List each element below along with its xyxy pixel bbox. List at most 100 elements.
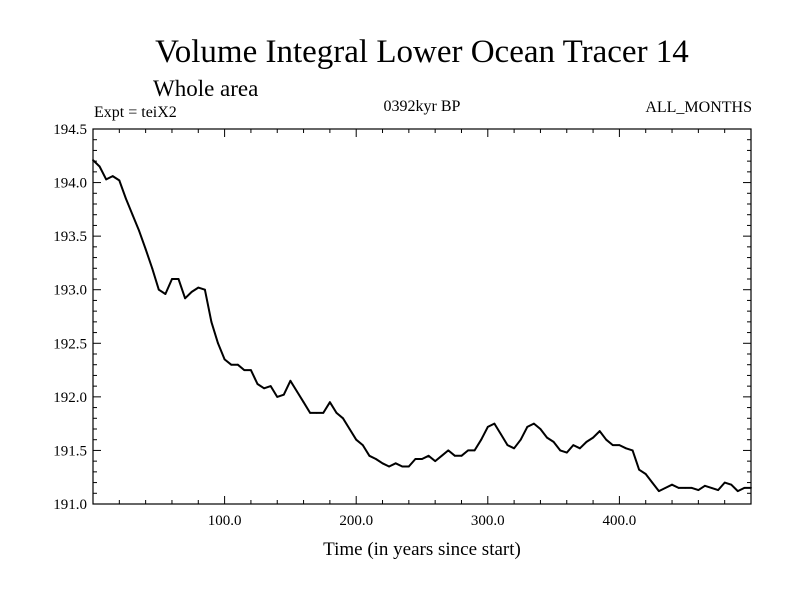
period-label: 0392kyr BP [384,98,461,115]
data-point [401,465,404,468]
data-point [723,481,726,484]
x-tick-label: 300.0 [471,513,505,529]
data-point [579,447,581,450]
data-point [611,444,614,446]
data-point [539,428,542,430]
data-point [322,412,325,414]
data-point [157,288,160,291]
data-point [717,489,719,491]
y-tick-label: 191.0 [53,497,87,513]
data-point [217,342,219,345]
data-point [210,321,213,323]
chart-title: Volume Integral Lower Ocean Tracer 14 [155,34,689,70]
data-point [388,465,390,468]
data-point [302,401,305,404]
data-point [361,444,364,446]
data-point [664,487,667,489]
x-axis-ticks: 100.0 200.0 300.0 400.0 [118,129,726,529]
data-point [315,412,318,414]
data-point [296,390,298,393]
data-point [243,369,246,371]
data-point [473,449,476,452]
data-point [480,438,483,441]
data-point [144,248,147,250]
data-point [230,363,233,366]
x-axis-label: Time (in years since start) [323,539,521,560]
data-point [592,436,594,439]
chart-subtitle: Whole area [153,76,258,101]
data-point [513,447,515,450]
data-point [710,487,713,489]
data-point [526,426,529,428]
data-point [736,490,739,492]
data-point [375,458,377,460]
data-point [743,487,746,489]
data-point [177,278,180,280]
x-tick-label: 400.0 [603,513,637,529]
data-point [414,458,417,460]
data-point [151,267,154,270]
y-tick-label: 194.5 [53,122,87,138]
data-point [105,178,108,181]
data-point [750,487,752,489]
data-point [506,444,509,446]
data-point [618,444,621,446]
data-point [184,297,187,300]
data-point [164,293,167,295]
data-point [585,441,588,443]
data-point [171,278,173,280]
data-point [651,481,654,484]
data-point [98,165,101,168]
data-point [486,426,489,428]
data-point [519,438,522,441]
data-point [440,454,443,457]
data-point [269,385,272,387]
data-point [730,483,733,486]
data-point [644,473,647,475]
data-point [427,454,430,457]
data-point [454,454,456,457]
data-point [348,428,351,430]
data-point [282,393,285,396]
data-point [111,175,114,178]
data-point [197,286,200,289]
data-point [342,417,344,420]
data-point [138,229,141,232]
series-line [92,159,751,493]
x-tick-label: 100.0 [208,513,242,529]
data-point [638,468,640,471]
data-point [493,422,496,425]
series-layer [92,159,752,493]
y-tick-label: 192.0 [53,390,87,406]
y-tick-label: 193.0 [53,283,87,299]
data-point [467,449,469,452]
expt-label: Expt = teiX2 [94,104,177,121]
data-point [546,436,548,439]
data-point [131,213,134,216]
plot-frame [92,128,752,505]
data-point [598,430,601,432]
data-point [552,441,555,443]
data-point [658,490,660,492]
data-point [309,412,311,414]
data-point [631,449,634,452]
y-axis-ticks: 191.0 191.5 192.0 192.5 193.0 193.5 194.0 194.5 [53,122,751,513]
data-point [263,387,265,390]
data-point [118,179,121,182]
data-point [289,379,292,382]
data-point [605,438,608,441]
months-label: ALL_MONTHS [645,99,752,116]
data-point [204,288,206,291]
data-point [335,412,338,414]
data-point [460,454,463,457]
data-point [500,433,502,436]
data-point [533,422,535,425]
y-tick-label: 192.5 [53,336,87,352]
data-point [250,369,252,371]
data-point [190,291,193,293]
data-point [276,396,279,398]
y-tick-label: 194.0 [53,176,87,192]
data-point [407,465,410,468]
data-point [704,484,706,487]
